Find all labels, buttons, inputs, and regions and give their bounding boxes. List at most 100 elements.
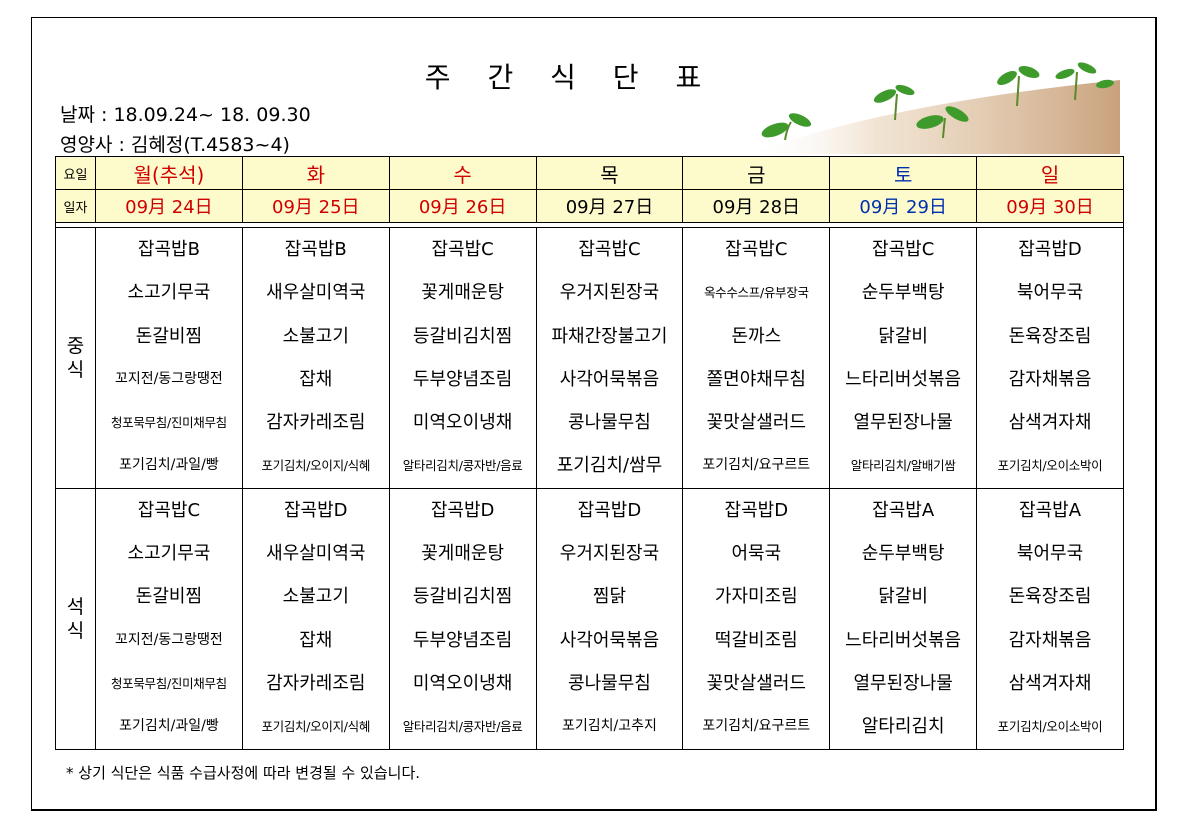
menu-item: 두부양념조림: [412, 629, 513, 651]
menu-item: 순두부백탕: [861, 543, 945, 565]
day-thu: 목: [535, 156, 684, 190]
menu-item: 우거지된장국: [559, 543, 660, 565]
menu-item: 잡곡밥C: [578, 239, 641, 260]
menu-item: 감자채볶음: [1008, 368, 1092, 390]
menu-item: 꽃게매운탕: [421, 543, 505, 565]
menu-item: 새우살미역국: [266, 282, 366, 304]
menu-item: 감자카레조림: [266, 412, 366, 434]
menu-item: 북어무국: [1016, 282, 1084, 304]
day-tue: 화: [241, 156, 390, 190]
menu-item: 포기김치/오이지/식혜: [261, 458, 371, 474]
menu-item: 사각어묵볶음: [559, 368, 660, 390]
lunch-cell: 잡곡밥B 소고기무국 돈갈비찜 꼬지전/동그랑땡전 청포묵무침/진미채무침 포기김치/과일…: [95, 227, 243, 489]
menu-item: 잡곡밥D: [430, 499, 495, 521]
menu-item: 삼색겨자채: [1008, 412, 1092, 434]
menu-item: 포기김치/오이소박이: [997, 719, 1103, 735]
menu-item: 소불고기: [282, 586, 349, 608]
menu-item: 감자카레조림: [266, 672, 366, 694]
menu-item: 가자미조림: [714, 586, 798, 608]
menu-item: 잡곡밥A: [1019, 499, 1082, 521]
menu-item: 알타리김치/알배기쌈: [850, 458, 956, 474]
menu-item: 열무된장나물: [853, 672, 953, 694]
menu-item: 순두부백탕: [861, 282, 945, 304]
menu-item: 닭갈비: [878, 586, 928, 608]
date-sat: 09月 29日: [829, 189, 978, 223]
menu-item: 포기김치/쌈무: [556, 455, 663, 477]
menu-item: 돈까스: [731, 325, 782, 347]
lunch-cell: 잡곡밥C 옥수수스프/유부장국 돈까스 쫄면야채무침 꽃맛살샐러드 포기김치/요구르트: [682, 227, 831, 489]
dinner-cell: 잡곡밥D 새우살미역국 소불고기 잡채 감자카레조림 포기김치/오이지/식혜: [241, 487, 390, 750]
menu-item: 꽃맛살샐러드: [706, 412, 806, 434]
menu-item: 꽃맛살샐러드: [706, 672, 806, 694]
menu-item: 파채간장불고기: [551, 325, 668, 347]
menu-item: 잡곡밥C: [431, 239, 494, 260]
dinner-cell: 잡곡밥D 꽃게매운탕 등갈비김치찜 두부양념조림 미역오이냉채 알타리김치/콩자반/음료: [388, 487, 537, 750]
footnote: * 상기 식단은 식품 수급사정에 따라 변경될 수 있습니다.: [66, 764, 421, 782]
menu-item: 잡채: [299, 629, 333, 651]
menu-item: 청포묵무침/진미채무침: [110, 675, 227, 691]
menu-item: 잡곡밥B: [284, 239, 347, 260]
menu-item: 소고기무국: [127, 543, 211, 565]
menu-item: 열무된장나물: [853, 412, 953, 434]
menu-item: 알타리김치: [861, 716, 945, 738]
menu-item: 새우살미역국: [266, 543, 366, 565]
menu-item: 느타리버섯볶음: [845, 629, 962, 651]
menu-item: 떡갈비조림: [714, 629, 798, 651]
menu-item: 콩나물무침: [568, 672, 651, 694]
lunch-label-char: 식: [66, 358, 85, 381]
date-wed: 09月 26日: [388, 189, 537, 223]
menu-item: 쫄면야채무침: [706, 368, 806, 390]
day-row: 요일 월(추석) 화 수 목 금 토 일: [55, 156, 1124, 190]
menu-item: 돈갈비찜: [135, 325, 203, 347]
dinner-label-char: 식: [66, 619, 85, 642]
lunch-cell: 잡곡밥C 우거지된장국 파채간장불고기 사각어묵볶음 콩나물무침 포기김치/쌈무: [535, 227, 684, 489]
menu-item: 등갈비김치찜: [412, 325, 513, 347]
menu-item: 잡곡밥C: [872, 239, 935, 260]
date-range: 날짜 : 18.09.24~ 18. 09.30: [60, 104, 311, 126]
dinner-cell: 잡곡밥D 어묵국 가자미조림 떡갈비조림 꽃맛살샐러드 포기김치/요구르트: [682, 487, 831, 750]
date-row: 일자 09月 24日 09月 25日 09月 26日 09月 27日 09月 2…: [55, 189, 1124, 223]
menu-item: 꽃게매운탕: [421, 282, 505, 304]
menu-item: 알타리김치/콩자반/음료: [402, 458, 523, 474]
menu-item: 잡곡밥D: [577, 499, 642, 521]
menu-item: 잡곡밥C: [137, 499, 201, 521]
lunch-label-char: 중: [66, 334, 85, 357]
menu-item: 등갈비김치찜: [412, 586, 513, 608]
menu-item: 사각어묵볶음: [559, 629, 660, 651]
menu-item: 잡채: [299, 368, 333, 390]
date-label: 일자: [55, 189, 96, 223]
menu-item: 소불고기: [282, 325, 349, 347]
menu-item: 청포묵무침/진미채무침: [110, 415, 227, 431]
menu-item: 돈육장조림: [1008, 586, 1092, 608]
menu-item: 미역오이냉채: [412, 412, 513, 434]
menu-item: 잡곡밥D: [1018, 239, 1082, 260]
menu-item: 우거지된장국: [559, 282, 660, 304]
menu-item: 포기김치/과일/빵: [119, 457, 219, 474]
date-sun: 09月 30日: [976, 189, 1124, 223]
menu-item: 포기김치/요구르트: [702, 718, 811, 735]
menu-item: 옥수수스프/유부장국: [703, 285, 809, 301]
date-mon: 09月 24日: [95, 189, 243, 223]
page-title: 주 간 식 단 표: [424, 61, 716, 94]
menu-item: 어묵국: [731, 543, 782, 565]
menu-item: 두부양념조림: [412, 368, 513, 390]
dinner-cell: 잡곡밥D 우거지된장국 찜닭 사각어묵볶음 콩나물무침 포기김치/고추지: [535, 487, 684, 750]
menu-item: 포기김치/오이소박이: [997, 458, 1103, 474]
menu-item: 미역오이냉채: [412, 672, 513, 694]
menu-item: 포기김치/과일/빵: [119, 718, 219, 735]
day-wed: 수: [388, 156, 537, 190]
dinner-label-char: 석: [66, 595, 85, 618]
weekly-menu-table: 요일 월(추석) 화 수 목 금 토 일 일자 09月 24日 09月 25日 …: [55, 156, 1124, 750]
date-fri: 09月 28日: [682, 189, 831, 223]
date-tue: 09月 25日: [241, 189, 390, 223]
day-mon: 월(추석): [95, 156, 243, 190]
menu-item: 돈갈비찜: [135, 586, 203, 608]
lunch-cell: 잡곡밥C 순두부백탕 닭갈비 느타리버섯볶음 열무된장나물 알타리김치/알배기쌈: [829, 227, 978, 489]
menu-item: 포기김치/오이지/식혜: [261, 719, 371, 735]
menu-item: 꼬지전/동그랑땡전: [115, 370, 223, 387]
menu-item: 북어무국: [1016, 543, 1084, 565]
date-thu: 09月 27日: [535, 189, 684, 223]
sprout-illustration: [745, 62, 1120, 154]
